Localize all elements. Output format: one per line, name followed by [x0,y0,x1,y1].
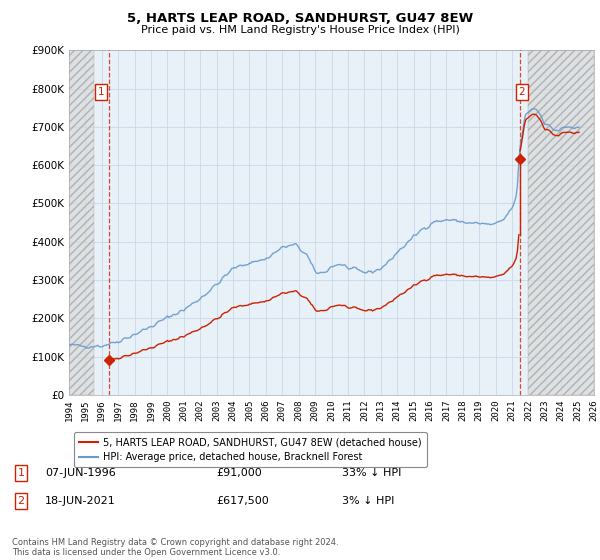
Text: 1: 1 [98,87,104,97]
Text: 18-JUN-2021: 18-JUN-2021 [45,496,116,506]
Text: £617,500: £617,500 [216,496,269,506]
Bar [69,50,94,395]
Bar [529,50,594,395]
Bar [69,50,94,395]
Text: Price paid vs. HM Land Registry's House Price Index (HPI): Price paid vs. HM Land Registry's House … [140,25,460,35]
Text: 2: 2 [17,496,25,506]
Text: 07-JUN-1996: 07-JUN-1996 [45,468,116,478]
Text: Contains HM Land Registry data © Crown copyright and database right 2024.
This d: Contains HM Land Registry data © Crown c… [12,538,338,557]
Text: 3% ↓ HPI: 3% ↓ HPI [342,496,394,506]
Text: £91,000: £91,000 [216,468,262,478]
Bar [529,50,594,395]
Text: 5, HARTS LEAP ROAD, SANDHURST, GU47 8EW: 5, HARTS LEAP ROAD, SANDHURST, GU47 8EW [127,12,473,25]
Text: 33% ↓ HPI: 33% ↓ HPI [342,468,401,478]
Text: 2: 2 [518,87,525,97]
Legend: 5, HARTS LEAP ROAD, SANDHURST, GU47 8EW (detached house), HPI: Average price, de: 5, HARTS LEAP ROAD, SANDHURST, GU47 8EW … [74,432,427,467]
Text: 1: 1 [17,468,25,478]
